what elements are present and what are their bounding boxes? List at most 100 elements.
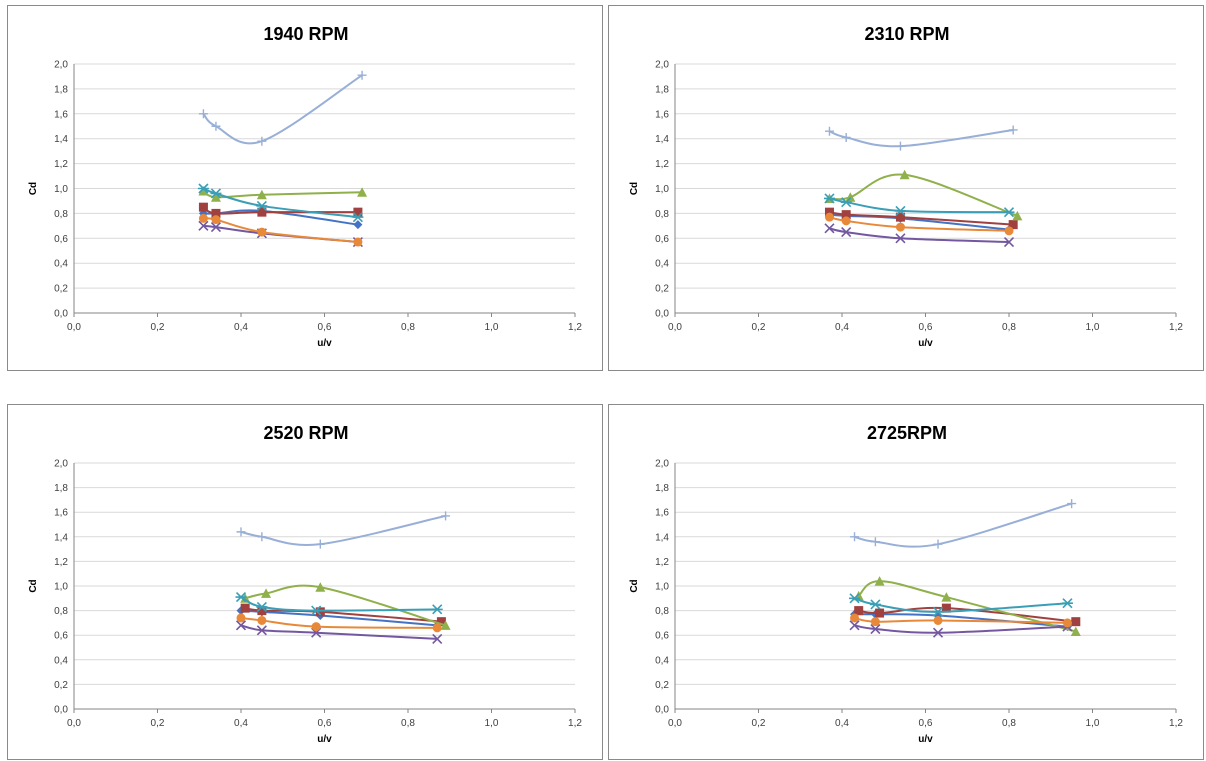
series-line-plus (202, 74, 363, 145)
x-axis-label: u/v (317, 338, 332, 349)
y-tick-label: 0,8 (54, 606, 68, 617)
y-tick-label: 1,4 (655, 134, 669, 145)
data-point-circle (311, 622, 321, 632)
data-point-triangle (845, 192, 856, 202)
y-tick-label: 1,6 (54, 109, 68, 120)
data-point-asterisk (431, 604, 443, 615)
y-tick-label: 1,6 (54, 508, 68, 519)
data-point-square (240, 603, 250, 613)
data-point-triangle (198, 185, 209, 196)
data-point-circle (1062, 618, 1072, 628)
data-point-square (1071, 617, 1081, 627)
y-axis-label: Cd (28, 579, 39, 592)
series-line-square (858, 606, 1076, 623)
y-tick-label: 1,8 (655, 483, 669, 494)
y-tick-label: 0,0 (655, 309, 669, 320)
series-line-square (829, 211, 1014, 226)
data-point-square (1008, 220, 1018, 230)
series-line-asterisk (829, 197, 1010, 214)
data-point-x (895, 233, 906, 244)
series-asterisk (823, 193, 1015, 218)
data-point-plus (236, 527, 246, 537)
series-square (854, 603, 1081, 627)
data-point-asterisk (256, 200, 268, 211)
x-tick-label: 0,2 (151, 718, 165, 729)
series-line-circle (854, 616, 1068, 624)
y-tick-label: 0,4 (655, 259, 669, 270)
y-tick-label: 0,2 (54, 284, 68, 295)
data-point-triangle (874, 576, 885, 586)
chart-panel-1940: 1940 RPM 0,0 0,2 0,4 0,6 0,8 1,0 1,2 1,4 1,6 1,8 2,… (7, 5, 603, 371)
y-tick-label: 1,2 (54, 159, 68, 170)
y-tick-label: 1,8 (54, 84, 68, 95)
data-point-plus (441, 511, 451, 521)
data-point-triangle (899, 169, 910, 180)
x-tick-label: 0,0 (668, 718, 682, 729)
data-point-circle (198, 213, 208, 223)
data-point-circle (870, 617, 880, 627)
data-point-x (256, 625, 267, 636)
x-tick-label: 1,2 (1169, 322, 1183, 333)
y-tick-label: 1,4 (54, 532, 68, 543)
chart-title: 2310 RPM (864, 24, 949, 44)
x-tick-label: 0,8 (1002, 718, 1016, 729)
series-circle (198, 213, 363, 247)
x-tick-label: 0,8 (401, 718, 415, 729)
x-tick-label: 0,0 (668, 322, 682, 333)
x-axis-label: u/v (918, 734, 933, 745)
data-point-x (824, 223, 835, 234)
data-point-square (824, 207, 834, 217)
series-line-x (854, 624, 1068, 634)
y-tick-label: 0,2 (54, 680, 68, 691)
chart-svg-2725: 2725RPM 0,0 0,2 0,4 0,6 0,8 1,0 1,2 1,4 1,6 1,8 2,0… (629, 423, 1183, 745)
y-tick-label: 0,0 (655, 705, 669, 716)
y-tick-label: 0,2 (655, 680, 669, 691)
series-square (824, 207, 1018, 230)
series-circle (824, 212, 1014, 236)
data-point-triangle (440, 620, 451, 630)
series-square (198, 202, 363, 218)
y-tick-label: 1,2 (54, 557, 68, 568)
y-tick-label: 1,4 (54, 134, 68, 145)
data-point-plus (824, 126, 834, 136)
data-point-asterisk (823, 193, 835, 204)
x-tick-label: 0,6 (318, 322, 332, 333)
series-plus (824, 125, 1018, 151)
y-tick-label: 0,8 (54, 209, 68, 220)
y-tick-label: 0,0 (54, 309, 68, 320)
data-point-asterisk (894, 205, 906, 216)
y-tick-label: 1,4 (655, 532, 669, 543)
series-triangle (853, 576, 1081, 637)
x-tick-label: 0,2 (151, 322, 165, 333)
series-x (849, 620, 1073, 638)
y-tick-label: 1,6 (655, 109, 669, 120)
data-point-x (849, 620, 860, 631)
y-tick-label: 0,6 (655, 631, 669, 642)
data-point-square (875, 608, 885, 618)
y-axis-label: Cd (629, 182, 640, 195)
x-tick-label: 0,6 (318, 718, 332, 729)
data-point-asterisk (256, 601, 268, 612)
x-tick-label: 1,2 (1169, 718, 1183, 729)
data-point-plus (257, 532, 267, 542)
data-point-plus (257, 136, 267, 146)
y-tick-label: 1,2 (655, 557, 669, 568)
chart-svg-2310: 2310 RPM 0,0 0,2 0,4 0,6 0,8 1,0 1,2 1,4 1,6 1,8 2,… (629, 24, 1183, 349)
y-tick-label: 0,8 (655, 209, 669, 220)
series-line-plus (240, 514, 446, 546)
data-point-circle (257, 227, 267, 237)
data-point-circle (895, 222, 905, 232)
data-point-triangle (941, 592, 952, 602)
data-point-asterisk (840, 197, 852, 208)
y-tick-label: 0,8 (655, 606, 669, 617)
data-point-square (315, 607, 325, 617)
series-line-x (829, 227, 1010, 244)
data-point-plus (357, 70, 367, 80)
y-tick-label: 2,0 (655, 459, 669, 470)
data-point-square (353, 207, 363, 217)
series-line-triangle (857, 580, 1077, 633)
series-circle (236, 613, 442, 633)
data-point-plus (198, 109, 208, 119)
series-plus (236, 511, 451, 549)
data-point-square (854, 606, 864, 616)
